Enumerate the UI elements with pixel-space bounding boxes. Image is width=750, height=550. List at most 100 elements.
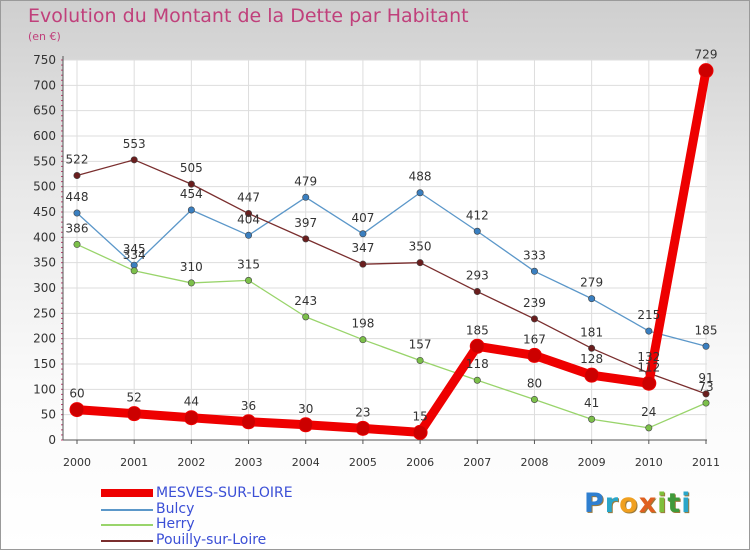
y-tick-label: 400	[33, 230, 56, 244]
data-label-herry: 73	[698, 380, 713, 394]
series-line-herry	[76, 243, 707, 429]
data-point-mesves	[183, 410, 199, 426]
data-label-bulcy: 479	[294, 174, 317, 188]
logo-letter: x	[638, 488, 658, 519]
y-tick-label: 150	[33, 357, 56, 371]
data-point-mesves	[355, 420, 371, 436]
data-label-bulcy: 454	[180, 187, 203, 201]
y-tick-label: 0	[48, 433, 56, 447]
legend-swatch	[101, 489, 153, 497]
x-tick-label: 2011	[692, 456, 720, 469]
data-label-mesves: 15	[412, 409, 427, 423]
data-label-bulcy: 279	[580, 276, 603, 290]
data-label-bulcy: 185	[695, 323, 718, 337]
y-tick-label: 300	[33, 281, 56, 295]
data-label-herry: 41	[584, 396, 599, 410]
data-label-herry: 386	[66, 221, 89, 235]
data-label-herry: 157	[409, 337, 432, 351]
logo-letter: i	[657, 488, 668, 519]
data-point-bulcy	[416, 189, 424, 197]
data-point-pouilly	[588, 344, 596, 352]
x-tick-label: 2003	[235, 456, 263, 469]
data-point-bulcy	[245, 231, 253, 239]
series-line-mesves	[72, 66, 711, 437]
data-point-herry	[73, 240, 81, 248]
data-label-herry: 24	[641, 405, 656, 419]
data-point-mesves	[641, 375, 657, 391]
legend-label: Herry	[156, 516, 195, 532]
plot-area	[63, 60, 707, 440]
y-tick-label: 250	[33, 306, 56, 320]
data-point-pouilly	[359, 260, 367, 268]
data-label-bulcy: 215	[637, 308, 660, 322]
data-label-pouilly: 181	[580, 325, 603, 339]
data-label-mesves: 52	[127, 391, 142, 405]
x-tick-label: 2000	[63, 456, 91, 469]
data-point-pouilly	[245, 210, 253, 218]
data-point-herry	[702, 399, 710, 407]
x-tick-label: 2009	[578, 456, 606, 469]
legend-swatch	[101, 539, 153, 542]
data-point-bulcy	[359, 230, 367, 238]
data-label-pouilly: 350	[409, 240, 432, 254]
data-point-mesves	[584, 367, 600, 383]
y-tick-label: 600	[33, 129, 56, 143]
data-point-mesves	[126, 406, 142, 422]
data-label-mesves: 44	[184, 395, 199, 409]
data-point-pouilly	[302, 235, 310, 243]
data-point-herry	[302, 313, 310, 321]
y-tick-label: 450	[33, 205, 56, 219]
x-tick-label: 2007	[463, 456, 491, 469]
data-point-herry	[359, 336, 367, 344]
y-tick-label: 50	[41, 408, 56, 422]
y-tick-label: 350	[33, 256, 56, 270]
y-tick-label: 100	[33, 382, 56, 396]
data-point-mesves	[412, 424, 428, 440]
logo-letter: i	[681, 488, 692, 519]
legend-label: MESVES-SUR-LOIRE	[156, 485, 293, 501]
x-tick-label: 2010	[635, 456, 663, 469]
data-label-mesves: 729	[695, 48, 718, 62]
data-label-herry: 310	[180, 260, 203, 274]
data-point-mesves	[526, 347, 542, 363]
data-label-bulcy: 333	[523, 248, 546, 262]
chart-unit: (en €)	[28, 30, 61, 43]
data-label-mesves: 167	[523, 332, 546, 346]
data-point-mesves	[69, 402, 85, 418]
data-label-bulcy: 448	[66, 190, 89, 204]
data-label-herry: 198	[351, 317, 374, 331]
chart-title: Evolution du Montant de la Dette par Hab…	[28, 5, 469, 27]
data-label-pouilly: 447	[237, 191, 260, 205]
data-point-mesves	[298, 417, 314, 433]
data-point-bulcy	[645, 327, 653, 335]
data-point-pouilly	[73, 172, 81, 180]
data-point-mesves	[469, 338, 485, 354]
data-label-herry: 315	[237, 257, 260, 271]
x-tick-label: 2008	[520, 456, 548, 469]
data-point-bulcy	[530, 267, 538, 275]
series-line-pouilly	[76, 159, 707, 395]
data-point-pouilly	[130, 156, 138, 164]
y-tick-label: 700	[33, 78, 56, 92]
logo-letter: t	[667, 488, 682, 519]
data-label-bulcy: 488	[409, 170, 432, 184]
data-label-mesves: 60	[69, 387, 84, 401]
data-label-herry: 80	[527, 376, 542, 390]
data-label-mesves: 36	[241, 399, 256, 413]
data-point-mesves	[698, 63, 714, 79]
data-label-mesves: 23	[355, 405, 370, 419]
x-tick-label: 2001	[120, 456, 148, 469]
data-label-mesves: 112	[637, 360, 660, 374]
data-point-herry	[245, 276, 253, 284]
data-point-mesves	[241, 414, 257, 430]
data-point-pouilly	[187, 180, 195, 188]
data-label-pouilly: 91	[698, 371, 713, 385]
data-point-bulcy	[588, 295, 596, 303]
data-point-pouilly	[473, 288, 481, 296]
data-point-herry	[530, 395, 538, 403]
data-point-bulcy	[187, 206, 195, 214]
y-tick-label: 200	[33, 332, 56, 346]
data-point-herry	[588, 415, 596, 423]
